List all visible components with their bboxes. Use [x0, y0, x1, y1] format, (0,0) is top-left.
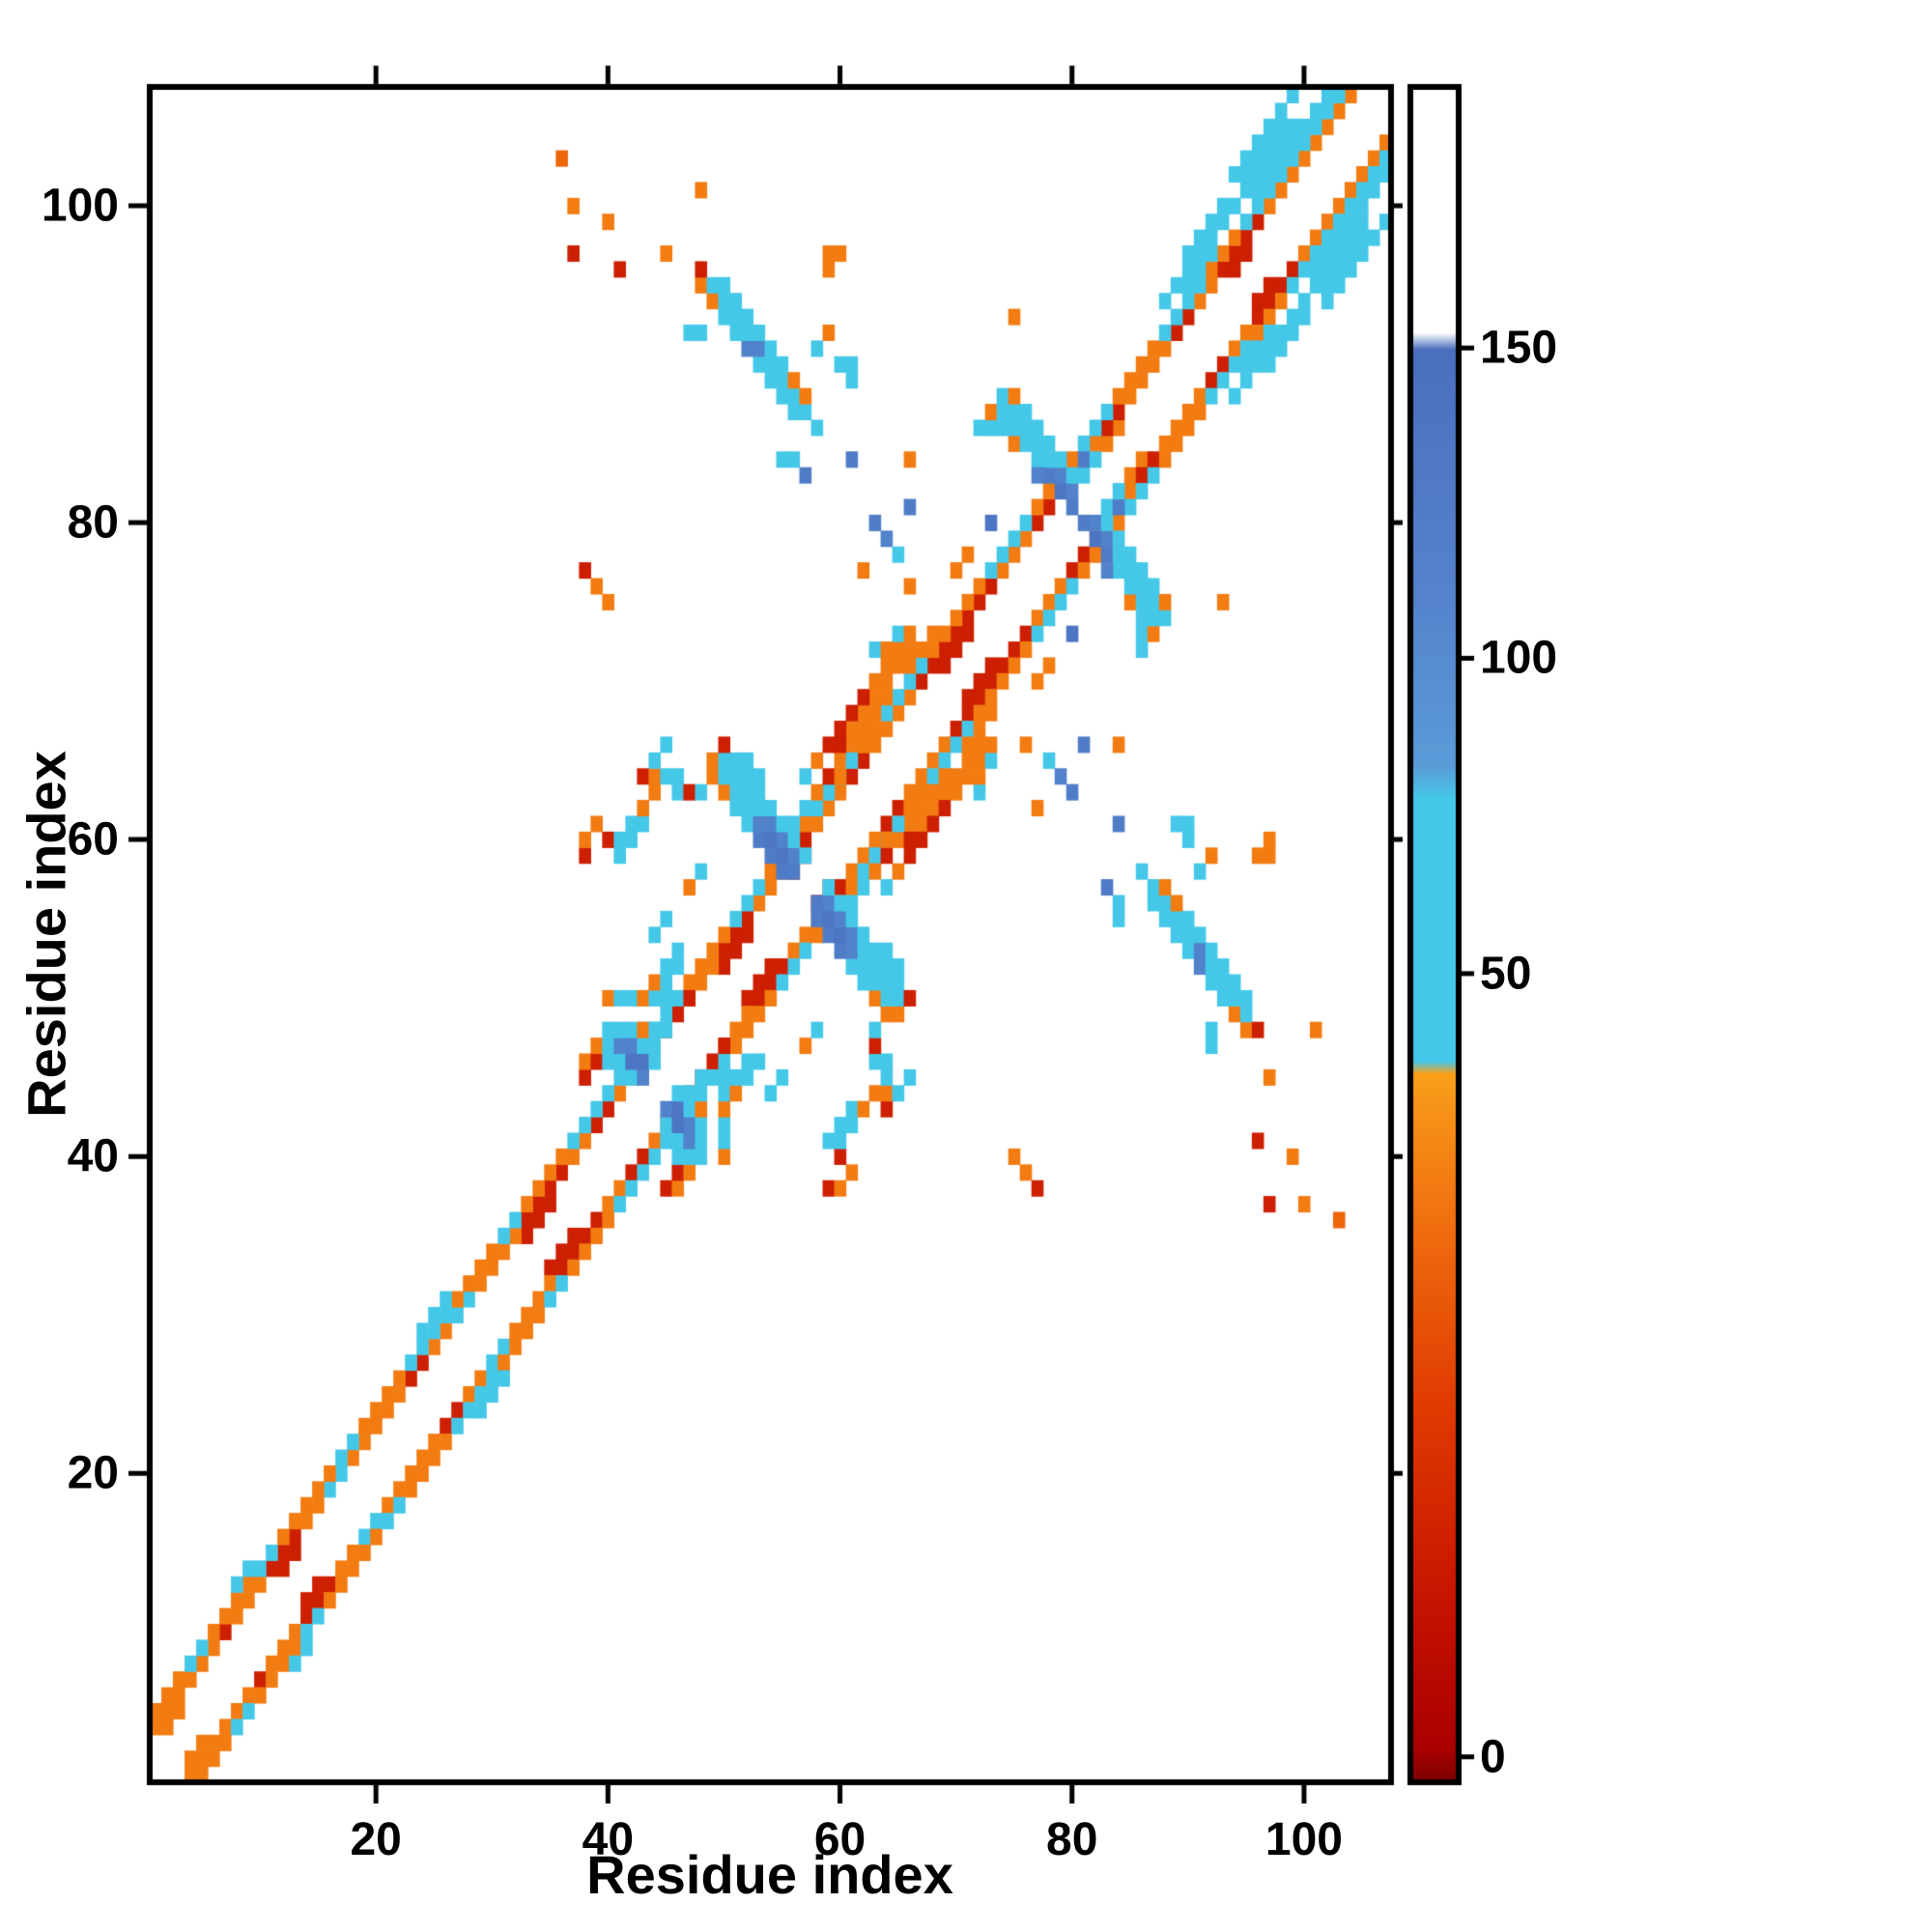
heatmap-plot-area — [150, 87, 1391, 1782]
colorbar — [1410, 87, 1459, 1782]
